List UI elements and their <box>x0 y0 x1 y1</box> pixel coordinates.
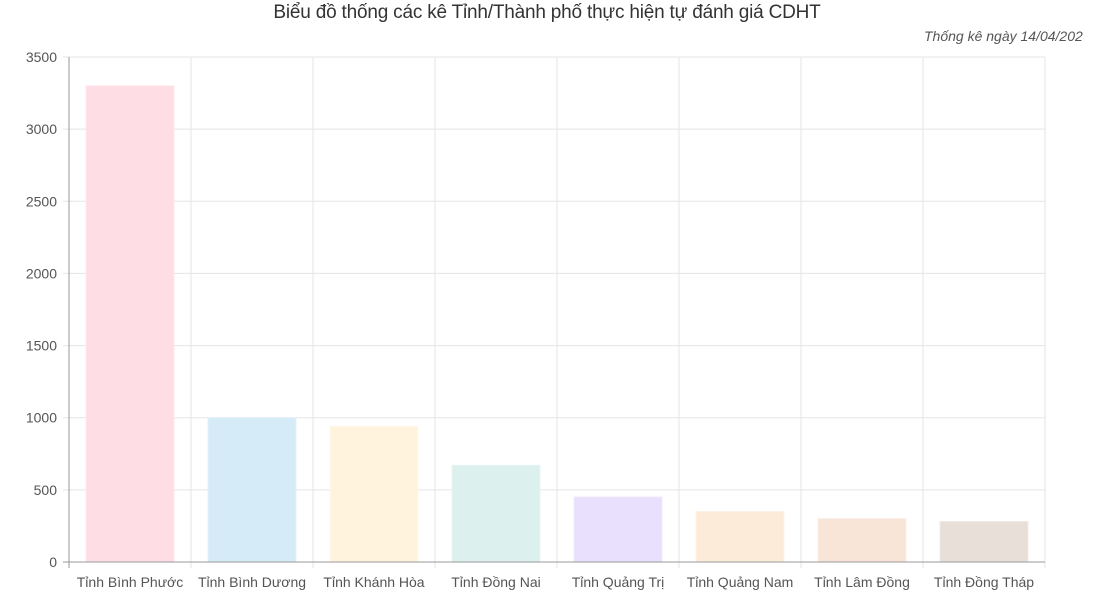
x-tick-label: Tỉnh Lâm Đồng <box>814 574 910 590</box>
bar <box>451 464 541 563</box>
y-tick-label: 1500 <box>26 338 57 354</box>
y-tick-label: 3500 <box>26 49 57 65</box>
y-tick-label: 2000 <box>26 265 57 281</box>
bar <box>939 521 1029 563</box>
x-tick-label: Tỉnh Bình Phước <box>77 574 184 590</box>
bar <box>573 496 663 563</box>
y-tick-label: 1000 <box>26 410 57 426</box>
bar <box>817 518 907 563</box>
bar <box>207 417 297 563</box>
x-tick-label: Tỉnh Khánh Hòa <box>323 574 424 590</box>
x-tick-labels: Tỉnh Bình Phước Tỉnh Bình Dương Tỉnh Khánh… <box>77 574 1035 590</box>
x-tick-label: Tỉnh Đồng Tháp <box>934 574 1034 590</box>
x-tick-label: Tỉnh Quảng Nam <box>687 574 794 590</box>
y-tick-label: 3000 <box>26 121 57 137</box>
bars <box>85 85 1029 563</box>
x-tick-label: Tỉnh Đồng Nai <box>451 574 541 590</box>
y-tick-label: 0 <box>49 554 57 570</box>
chart-subtitle: Thống kê ngày 14/04/202 <box>924 28 1083 44</box>
x-tick-label: Tỉnh Bình Dương <box>198 574 306 590</box>
bar <box>85 85 175 563</box>
y-tick-label: 500 <box>34 482 58 498</box>
x-tick-label: Tỉnh Quảng Trị <box>572 574 665 590</box>
y-tick-label: 2500 <box>26 193 57 209</box>
bar <box>695 511 785 563</box>
y-tick-labels: 0 500 1000 1500 2000 2500 3000 3500 <box>26 49 57 570</box>
chart-title: Biểu đồ thống các kê Tỉnh/Thành phố thực… <box>273 2 821 23</box>
bar <box>329 425 419 563</box>
axes <box>63 57 1045 568</box>
